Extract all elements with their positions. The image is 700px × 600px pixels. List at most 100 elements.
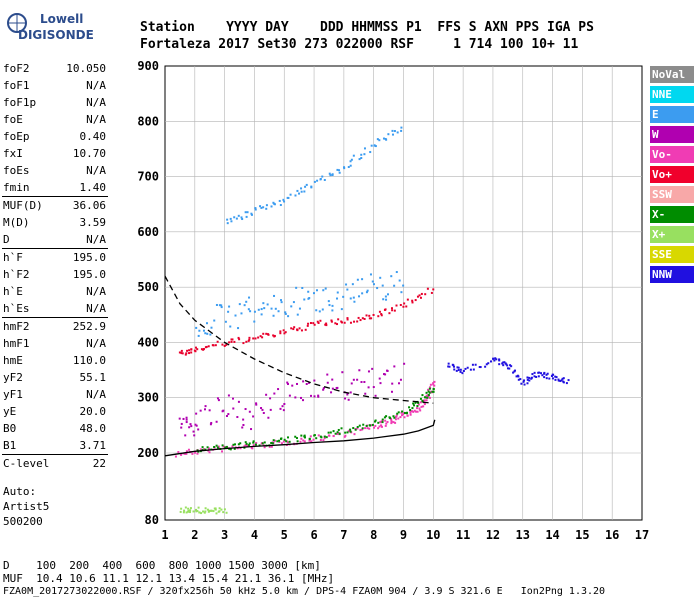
trace-point (209, 423, 212, 426)
trace-point (548, 377, 551, 380)
trace-point (391, 382, 394, 385)
trace-point (358, 424, 361, 427)
trace-point (206, 446, 209, 449)
param-value: N/A (86, 337, 106, 350)
trace-point (522, 380, 525, 383)
trace-point (300, 329, 303, 332)
trace-point (352, 378, 355, 381)
param-name: yF1 (3, 388, 23, 401)
trace-point (322, 387, 325, 390)
trace-point (330, 320, 333, 323)
trace-point (272, 314, 275, 317)
trace-point (305, 382, 308, 385)
trace-point (330, 319, 333, 322)
trace-point (526, 376, 529, 379)
trace-point (331, 174, 334, 177)
file-info: FZA0M_2017273022000.RSF / 320fx256h 50 k… (3, 586, 606, 597)
trace-point (242, 424, 245, 427)
trace-point (368, 314, 371, 317)
trace-point (217, 399, 220, 402)
trace-point (349, 297, 352, 300)
trace-point (273, 294, 276, 297)
trace-point (281, 405, 284, 408)
trace-point (416, 295, 419, 298)
trace-point (262, 302, 265, 305)
trace-point (308, 381, 311, 384)
param-name: foEs (3, 164, 30, 177)
trace-point (272, 334, 275, 337)
x-tick-label: 11 (456, 528, 470, 542)
trace-point (353, 300, 356, 303)
trace-point (515, 375, 518, 378)
trace-point (228, 305, 231, 308)
param-row-fof1p: foF1p N/A (0, 94, 110, 111)
y-tick-label: 900 (137, 59, 159, 73)
trace-point (373, 420, 376, 423)
trace-point (353, 320, 356, 323)
legend-nnw: NNW (650, 266, 694, 283)
trace-point (559, 380, 562, 383)
trace-point (338, 169, 341, 172)
trace-point (195, 508, 198, 511)
param-value: 22 (92, 457, 106, 470)
trace-point (391, 129, 394, 132)
trace-point (223, 344, 226, 347)
trace-point (367, 370, 370, 373)
trace-point (332, 435, 335, 438)
param-row-b0: B0 48.0 (0, 420, 110, 437)
model-profile-line (164, 419, 436, 457)
x-tick-label: 9 (400, 528, 407, 542)
trace-point (265, 393, 268, 396)
trace-point (204, 448, 207, 451)
trace-point (287, 436, 290, 439)
trace-point (526, 378, 529, 381)
trace-point (338, 432, 341, 435)
trace-point (414, 299, 417, 302)
trace-point (294, 435, 297, 438)
trace-point (383, 416, 386, 419)
trace-point (426, 396, 429, 399)
trace-point (523, 383, 526, 386)
trace-point (364, 392, 367, 395)
trace-point (296, 313, 299, 316)
trace-point (474, 363, 477, 366)
trace-point (419, 397, 422, 400)
trace-point (382, 137, 385, 140)
trace-point (227, 413, 230, 416)
trace-point (196, 509, 199, 512)
trace-point (343, 167, 346, 170)
trace-point (248, 338, 251, 341)
trace-point (207, 510, 210, 513)
trace-point (200, 512, 203, 515)
trace-point (325, 322, 328, 325)
trace-point (365, 424, 368, 427)
trace-point (502, 364, 505, 367)
trace-point (188, 511, 191, 514)
trace-point (351, 283, 354, 286)
trace-point (220, 306, 223, 309)
param-value: 110.0 (72, 354, 106, 367)
trace-point (340, 427, 343, 430)
trace-point (194, 346, 197, 349)
trace-point (180, 352, 183, 355)
trace-point (523, 379, 526, 382)
trace-point (301, 286, 304, 289)
y-tick-label: 700 (137, 170, 159, 184)
legend-x: X- (650, 206, 694, 223)
trace-point (562, 381, 565, 384)
trace-point (323, 435, 326, 438)
trace-point (246, 444, 249, 447)
trace-point (376, 138, 379, 141)
trace-point (225, 511, 228, 514)
trace-point (196, 452, 199, 455)
trace-point (384, 419, 387, 422)
trace-point (399, 416, 402, 419)
trace-point (279, 330, 282, 333)
trace-point (194, 423, 197, 426)
trace-point (517, 375, 520, 378)
trace-point (393, 130, 396, 133)
trace-point (202, 510, 205, 513)
trace-point (202, 347, 205, 350)
trace-point (209, 333, 212, 336)
trace-point (265, 332, 268, 335)
